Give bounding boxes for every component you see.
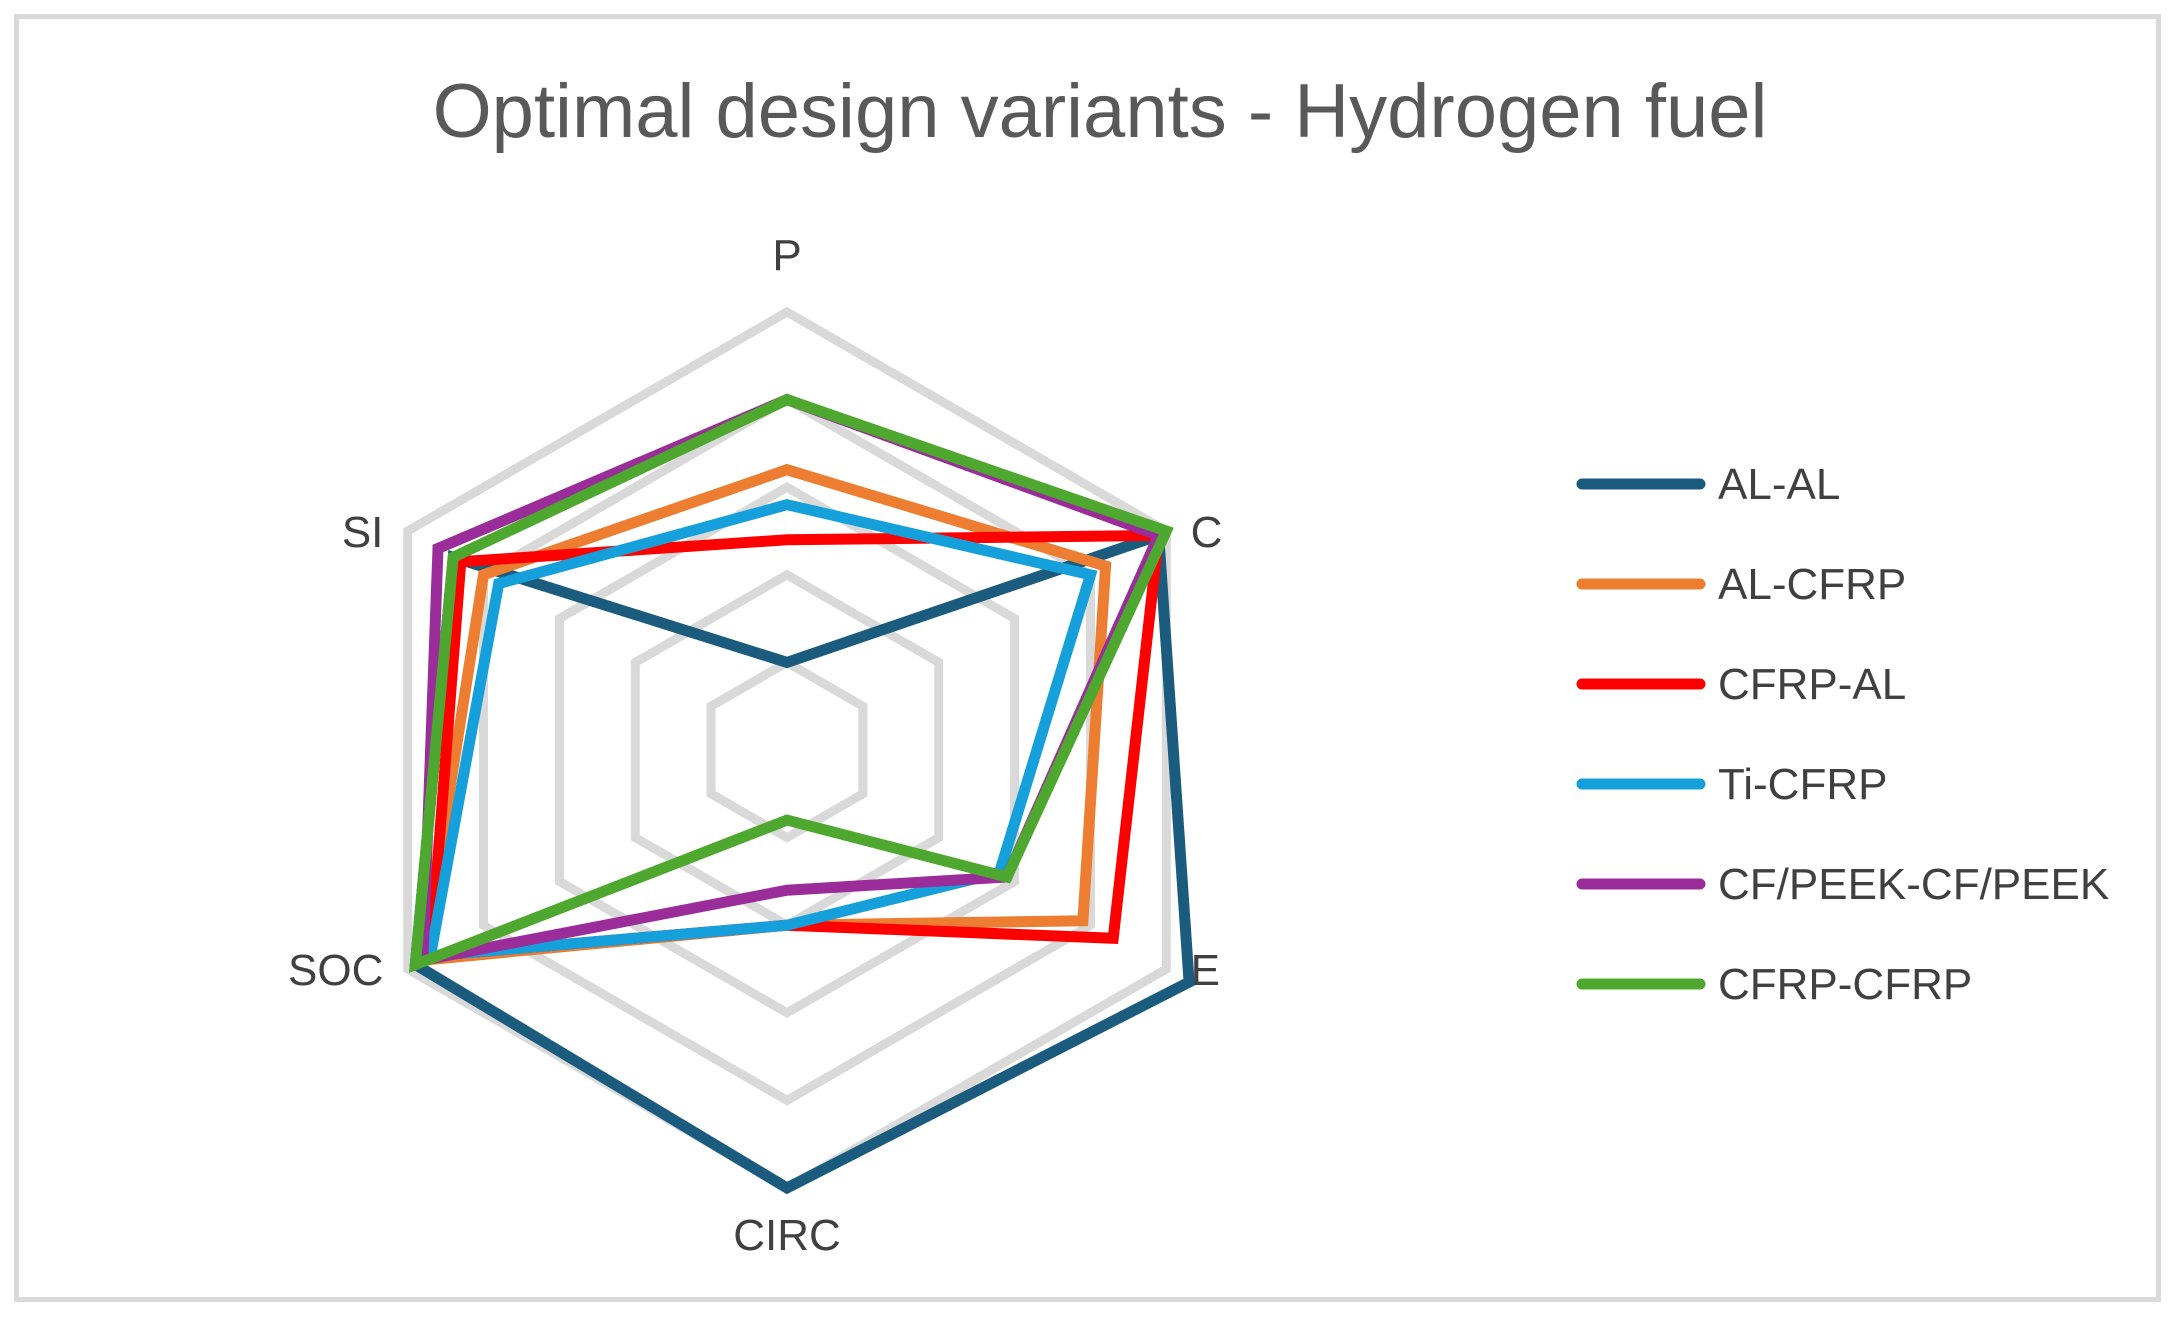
grid-ring-3 [554,482,1020,1018]
chart-title: Optimal design variants - Hydrogen fuel [433,69,1768,154]
axis-label-circ: CIRC [733,1211,841,1260]
axis-label-e: E [1191,946,1220,995]
legend-label-4: Ti-CFRP [1718,760,1887,809]
axis-labels: P C E CIRC SOC SI [288,231,1222,1260]
legend-label-6: CFRP-CFRP [1718,960,1972,1009]
axis-label-p: P [772,231,801,280]
legend-label-1: AL-AL [1718,460,1840,509]
axis-label-soc: SOC [288,946,383,995]
grid-ring-1 [706,657,868,843]
legend-label-3: CFRP-AL [1718,660,1906,709]
legend-label-2: AL-CFRP [1718,560,1906,609]
radar-series [408,393,1195,1195]
legend: AL-AL AL-CFRP CFRP-AL Ti-CFRP CF/PEEK-CF/PEE… [1576,460,2109,1009]
legend-label-5: CF/PEEK-CF/PEEK [1718,860,2109,909]
series-line-4 [423,499,1098,962]
series-line-5 [417,393,1167,967]
series-line-6 [408,393,1174,973]
axis-label-c: C [1191,508,1223,557]
axis-label-si: SI [342,508,384,557]
